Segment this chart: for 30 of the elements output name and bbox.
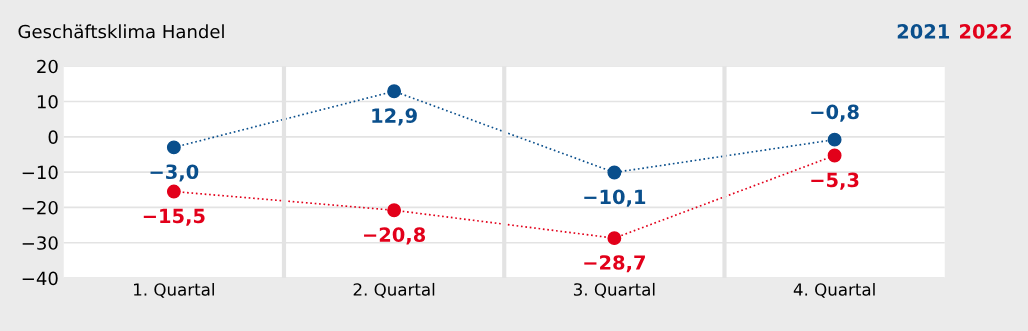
data-label: −5,3 <box>811 172 859 190</box>
y-tick-label: 10 <box>37 94 58 109</box>
data-label: −0,8 <box>811 104 859 122</box>
x-tick-label: 4. Quartal <box>793 282 875 298</box>
x-tick-label: 2. Quartal <box>353 282 435 298</box>
point <box>166 140 181 155</box>
y-tick-label: −30 <box>22 236 58 250</box>
point <box>827 132 842 147</box>
text: 2022 <box>960 24 1011 39</box>
y-tick-label: −40 <box>22 271 58 286</box>
data-label: −20,8 <box>364 227 426 245</box>
data-label: −3,0 <box>150 164 199 182</box>
y-tick-label: 0 <box>48 130 58 144</box>
point <box>387 203 402 218</box>
data-label: −10,1 <box>584 189 646 207</box>
point <box>827 148 842 163</box>
point <box>607 165 622 180</box>
point <box>387 84 402 99</box>
data-label: −15,5 <box>143 208 205 226</box>
data-label: 12,9 <box>372 108 417 126</box>
point <box>607 231 622 246</box>
x-tick-label: 3. Quartal <box>573 282 655 298</box>
y-tick-label: −20 <box>22 200 58 215</box>
data-label: −28,7 <box>584 255 645 273</box>
x-tick-label: 1. Quartal <box>134 282 214 298</box>
point <box>166 184 181 199</box>
y-tick-label: 20 <box>37 59 58 74</box>
chart-title: Geschäftsklima Handel <box>18 24 224 39</box>
text: 2021 <box>897 24 949 39</box>
y-tick-label: −10 <box>22 165 58 180</box>
